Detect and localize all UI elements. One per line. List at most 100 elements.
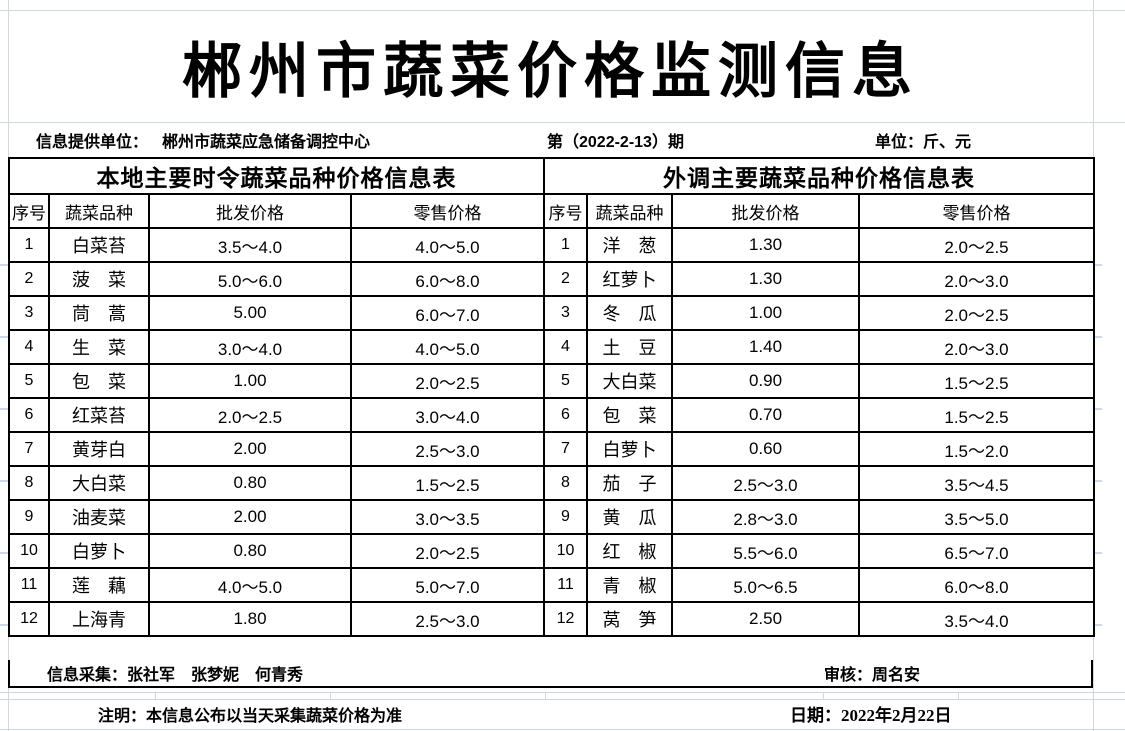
vegetable-name: 茄 子 <box>586 465 673 501</box>
vegetable-name: 白萝卜 <box>586 431 673 467</box>
column-header-wholesale: 批发价格 <box>148 193 352 229</box>
retail-price: 3.0～4.0 <box>350 397 545 433</box>
row-no: 10 <box>8 533 50 569</box>
gridline <box>0 10 1125 11</box>
vegetable-name: 冬 瓜 <box>586 295 673 331</box>
local-price-table: 本地主要时令蔬菜品种价格信息表 序号 蔬菜品种 批发价格 零售价格 1 白菜苔 3.… <box>8 157 545 637</box>
retail-price: 4.0～5.0 <box>350 329 545 365</box>
wholesale-price: 0.70 <box>671 397 860 433</box>
row-no: 5 <box>543 363 588 399</box>
wholesale-price: 5.0～6.0 <box>148 261 352 297</box>
table-row: 1 白菜苔 3.5～4.0 4.0～5.0 <box>8 227 545 263</box>
wholesale-price: 2.00 <box>148 431 352 467</box>
table-row: 8 大白菜 0.80 1.5～2.5 <box>8 465 545 501</box>
wholesale-price: 2.00 <box>148 499 352 535</box>
row-no: 4 <box>8 329 50 365</box>
vegetable-name: 红菜苔 <box>48 397 150 433</box>
wholesale-price: 0.80 <box>148 465 352 501</box>
vegetable-name: 土 豆 <box>586 329 673 365</box>
wholesale-price: 2.0～2.5 <box>148 397 352 433</box>
row-no: 9 <box>8 499 50 535</box>
info-bar: 信息提供单位： 郴州市蔬菜应急储备调控中心 第（2022-2-13）期 单位：斤… <box>8 122 1093 157</box>
reviewer-line: 审核：周名安 <box>824 667 921 684</box>
wholesale-price: 0.60 <box>671 431 860 467</box>
column-header-row: 序号 蔬菜品种 批发价格 零售价格 <box>543 193 1095 229</box>
retail-price: 4.0～5.0 <box>350 227 545 263</box>
vegetable-name: 大白菜 <box>48 465 150 501</box>
table-title-row: 本地主要时令蔬菜品种价格信息表 <box>8 157 545 195</box>
vegetable-name: 茼 蒿 <box>48 295 150 331</box>
retail-price: 2.0～2.5 <box>858 227 1095 263</box>
vegetable-name: 包 菜 <box>48 363 150 399</box>
wholesale-price: 1.30 <box>671 261 860 297</box>
outside-table-title: 外调主要蔬菜品种价格信息表 <box>543 157 1095 195</box>
wholesale-price: 3.0～4.0 <box>148 329 352 365</box>
retail-price: 6.5～7.0 <box>858 533 1095 569</box>
row-no: 8 <box>8 465 50 501</box>
table-row: 11 青 椒 5.0～6.5 6.0～8.0 <box>543 567 1095 603</box>
row-no: 8 <box>543 465 588 501</box>
column-header-retail: 零售价格 <box>858 193 1095 229</box>
wholesale-price: 1.80 <box>148 601 352 637</box>
wholesale-price: 1.00 <box>148 363 352 399</box>
row-no: 7 <box>8 431 50 467</box>
vegetable-name: 黄芽白 <box>48 431 150 467</box>
vegetable-name: 白萝卜 <box>48 533 150 569</box>
row-no: 3 <box>8 295 50 331</box>
vegetable-name: 油麦菜 <box>48 499 150 535</box>
retail-price: 1.5～2.5 <box>858 397 1095 433</box>
note-line: 注明：本信息公布以当天采集蔬菜价格为准 <box>98 707 403 725</box>
table-row: 2 红萝卜 1.30 2.0～3.0 <box>543 261 1095 297</box>
vegetable-name: 莴 笋 <box>586 601 673 637</box>
gridline <box>545 692 546 699</box>
note-date-row: 注明：本信息公布以当天采集蔬菜价格为准 日期：2022年2月22日 <box>0 699 1125 728</box>
vegetable-name: 白菜苔 <box>48 227 150 263</box>
column-header-no: 序号 <box>543 193 588 229</box>
column-header-variety: 蔬菜品种 <box>586 193 673 229</box>
retail-price: 6.0～8.0 <box>350 261 545 297</box>
table-row: 10 白萝卜 0.80 2.0～2.5 <box>8 533 545 569</box>
wholesale-price: 1.00 <box>671 295 860 331</box>
wholesale-price: 0.80 <box>148 533 352 569</box>
vegetable-name: 红萝卜 <box>586 261 673 297</box>
row-no: 6 <box>543 397 588 433</box>
wholesale-price: 1.40 <box>671 329 860 365</box>
row-no: 5 <box>8 363 50 399</box>
column-header-variety: 蔬菜品种 <box>48 193 150 229</box>
vegetable-name: 红 椒 <box>586 533 673 569</box>
gridline <box>958 692 959 699</box>
table-row: 12 上海青 1.80 2.5～3.0 <box>8 601 545 637</box>
wholesale-price: 5.0～6.5 <box>671 567 860 603</box>
tables-wrap: 本地主要时令蔬菜品种价格信息表 序号 蔬菜品种 批发价格 零售价格 1 白菜苔 3.… <box>8 157 1095 637</box>
wholesale-price: 2.8～3.0 <box>671 499 860 535</box>
retail-price: 2.0～3.0 <box>858 261 1095 297</box>
retail-price: 3.5～5.0 <box>858 499 1095 535</box>
table-row: 11 莲 藕 4.0～5.0 5.0～7.0 <box>8 567 545 603</box>
retail-price: 1.5～2.0 <box>858 431 1095 467</box>
row-no: 11 <box>8 567 50 603</box>
retail-price: 1.5～2.5 <box>858 363 1095 399</box>
column-header-no: 序号 <box>8 193 50 229</box>
row-no: 1 <box>543 227 588 263</box>
gridline <box>0 699 1125 700</box>
row-no: 3 <box>543 295 588 331</box>
row-no: 11 <box>543 567 588 603</box>
retail-price: 5.0～7.0 <box>350 567 545 603</box>
column-header-row: 序号 蔬菜品种 批发价格 零售价格 <box>8 193 545 229</box>
column-header-wholesale: 批发价格 <box>671 193 860 229</box>
row-no: 2 <box>8 261 50 297</box>
retail-price: 2.5～3.0 <box>350 601 545 637</box>
column-header-retail: 零售价格 <box>350 193 545 229</box>
vegetable-name: 洋 葱 <box>586 227 673 263</box>
wholesale-price: 1.30 <box>671 227 860 263</box>
gridline <box>0 692 1125 693</box>
table-row: 10 红 椒 5.5～6.0 6.5～7.0 <box>543 533 1095 569</box>
vegetable-name: 菠 菜 <box>48 261 150 297</box>
